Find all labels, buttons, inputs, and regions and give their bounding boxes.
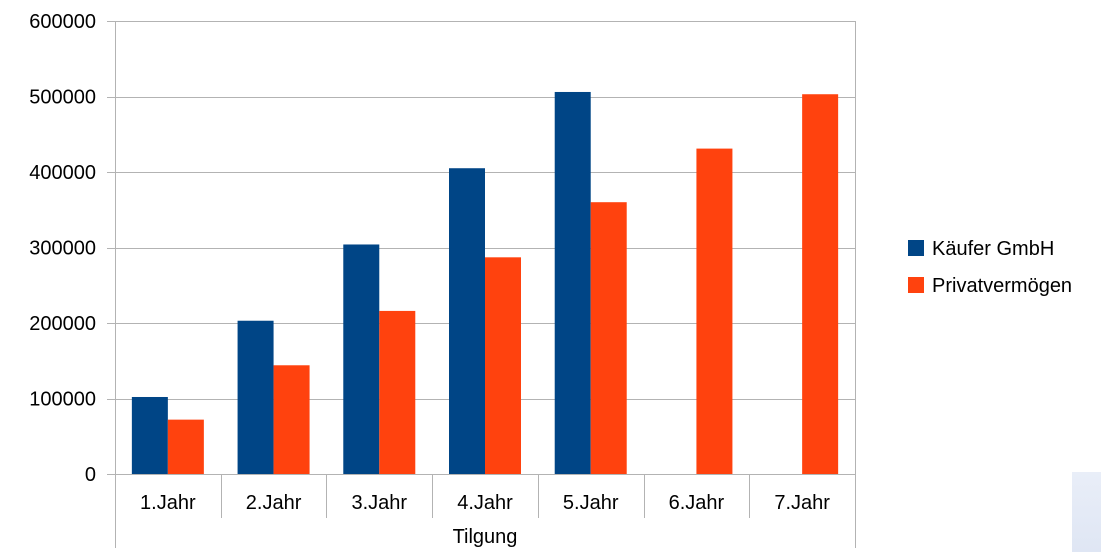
x-tick-label: 2.Jahr — [246, 492, 302, 514]
bar-privatvermoegen — [167, 419, 204, 474]
x-tick-label: 1.Jahr — [140, 492, 196, 514]
bar-privatvermoegen — [590, 202, 627, 474]
y-tick-label: 300000 — [29, 238, 96, 260]
y-tick-labels: 0 100000 200000 300000 400000 500000 600000 — [29, 11, 96, 486]
bar-privatvermoegen — [273, 365, 310, 474]
y-tick-label: 600000 — [29, 11, 96, 33]
x-tick-label: 3.Jahr — [351, 492, 407, 514]
bar-privatvermoegen — [485, 257, 521, 474]
axes — [107, 21, 856, 548]
legend-label: Privatvermögen — [932, 275, 1072, 297]
x-axis-title: Tilgung — [453, 526, 518, 548]
legend-label: Käufer GmbH — [932, 238, 1054, 260]
y-tick-label: 200000 — [29, 313, 96, 335]
bar-kaeufer-gmbh — [237, 320, 274, 474]
corner-decoration — [1072, 472, 1101, 552]
bar-kaeufer-gmbh — [554, 91, 591, 474]
bar-kaeufer-gmbh — [449, 168, 485, 474]
bars-group — [131, 91, 839, 475]
bar-privatvermoegen — [379, 310, 416, 474]
y-tick-label: 0 — [85, 464, 96, 486]
bar-privatvermoegen — [696, 148, 733, 474]
x-tick-label: 5.Jahr — [563, 492, 619, 514]
x-tick-label: 4.Jahr — [457, 492, 513, 514]
x-tick-label: 6.Jahr — [669, 492, 725, 514]
bar-kaeufer-gmbh — [131, 396, 168, 474]
legend: Käufer GmbH Privatvermögen — [908, 238, 1072, 297]
legend-swatch — [908, 240, 924, 256]
y-tick-label: 400000 — [29, 162, 96, 184]
x-tick-label: 7.Jahr — [774, 492, 830, 514]
y-tick-label: 100000 — [29, 389, 96, 411]
legend-swatch — [908, 277, 924, 293]
x-tick-labels: 1.Jahr 2.Jahr 3.Jahr 4.Jahr 5.Jahr 6.Jahr 7.Ja… — [140, 492, 830, 514]
y-tick-label: 500000 — [29, 87, 96, 109]
bar-privatvermoegen — [802, 94, 839, 475]
bar-kaeufer-gmbh — [343, 244, 380, 474]
